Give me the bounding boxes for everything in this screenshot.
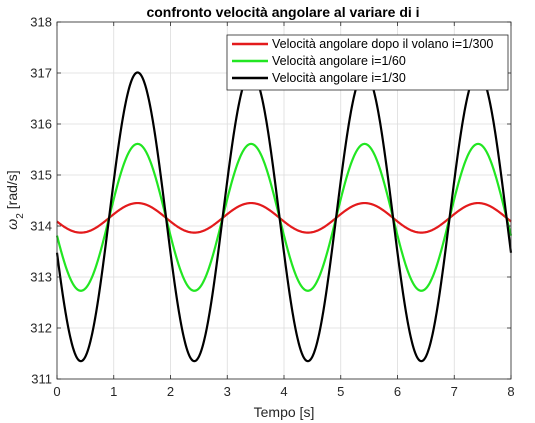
y-axis-label: ω2 [rad/s]: [4, 170, 26, 229]
x-tick-label: 7: [451, 384, 458, 399]
x-axis-label: Tempo [s]: [254, 404, 315, 420]
x-tick-label: 2: [167, 384, 174, 399]
y-tick-label: 312: [30, 321, 52, 336]
x-tick-label: 8: [507, 384, 514, 399]
x-tick-label: 4: [280, 384, 287, 399]
series-line-3: [55, 71, 513, 363]
x-tick-label: 3: [224, 384, 231, 399]
legend-label-2: Velocità angolare i=1/60: [272, 54, 406, 68]
series-group: [55, 71, 513, 363]
legend-box: [226, 34, 509, 91]
x-tick-label: 0: [53, 384, 60, 399]
y-tick-label: 311: [31, 372, 52, 387]
y-tick-label: 317: [30, 66, 52, 81]
y-axis-unit: [rad/s]: [4, 170, 20, 209]
series-line-2: [55, 142, 513, 292]
chart-title: confronto velocità angolare al variare d…: [146, 4, 419, 20]
legend-label-3: Velocità angolare i=1/30: [272, 71, 406, 85]
tick-labels: 0 1 2 3 4 5 6 7 8 311 312 313 314 315 316 317 318: [30, 15, 514, 400]
x-tick-label: 5: [337, 384, 344, 399]
series-line-1: [56, 201, 512, 234]
y-tick-label: 318: [30, 15, 52, 30]
x-tick-label: 1: [110, 384, 117, 399]
legend-label-1: Velocità angolare dopo il volano i=1/300: [272, 37, 493, 51]
x-tick-label: 6: [394, 384, 401, 399]
y-tick-label: 313: [30, 270, 52, 285]
ticks: [56, 21, 512, 380]
y-axis-symbol: ω: [4, 219, 20, 230]
y-axis-subscript: 2: [15, 213, 26, 219]
legend: Velocità angolare dopo il volano i=1/300…: [226, 34, 509, 91]
y-tick-label: 315: [30, 168, 52, 183]
y-tick-label: 316: [30, 117, 52, 132]
y-tick-label: 314: [30, 219, 52, 234]
